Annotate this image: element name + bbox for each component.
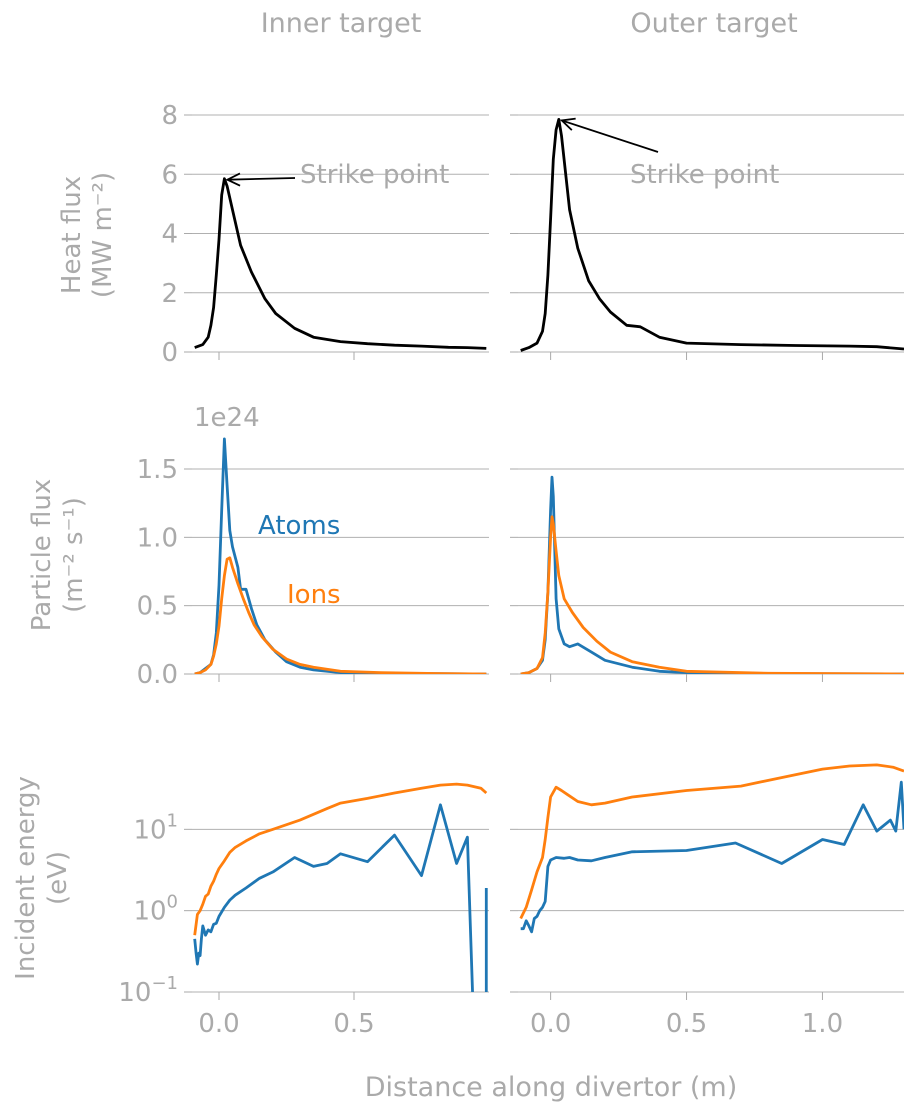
ytick-label: 0	[161, 338, 178, 368]
series-line-heat	[520, 118, 904, 352]
ytick-label: 2	[161, 279, 178, 309]
series-label-atoms: Atoms	[258, 511, 340, 541]
ytick-label: 100	[133, 892, 178, 927]
x-axis-label: Distance along divertor (m)	[365, 1072, 738, 1103]
series-line-atoms	[193, 803, 474, 992]
annotation-label: Strike point	[300, 160, 449, 190]
panel-outer-heat: Strike point	[510, 114, 904, 360]
panel-inner-particle: 0.0 0.5 1.0 1.5 Atoms Ions	[137, 437, 489, 690]
row-label-energy-line1: Incident energy	[11, 776, 41, 980]
panel-inner-heat: 0 2 4 6 8 Strike point	[161, 101, 489, 368]
ytick-label: 0.5	[137, 592, 178, 622]
row-label-energy-line2: (eV)	[43, 851, 73, 905]
series-label-ions: Ions	[287, 580, 341, 610]
xtick-label: 0.0	[198, 1009, 239, 1039]
annotation-label: Strike point	[630, 160, 779, 190]
series-line-ions	[193, 782, 488, 936]
xtick-label: 0.5	[666, 1009, 707, 1039]
annotation-arrow-shaft	[561, 119, 659, 153]
row-label-heat-line1: Heat flux	[57, 176, 87, 294]
ytick-label: 6	[161, 160, 178, 190]
panel-inner-energy: 10−1 100 101 0.0 0.5	[118, 782, 489, 1039]
series-line-atoms	[194, 437, 487, 674]
ytick-label: 101	[133, 810, 178, 845]
ytick-label: 8	[161, 101, 178, 131]
row-label-heat-line2: (MW m⁻²)	[88, 172, 118, 298]
xtick-label: 1.0	[802, 1009, 843, 1039]
panels: 0 2 4 6 8 Strike point Strike point 0.0 0.5 1.0 1.…	[118, 101, 904, 1039]
particle-offset-label: 1e24	[194, 403, 260, 433]
series-line-atoms	[520, 780, 904, 934]
series-line-heat	[194, 177, 487, 350]
xtick-label: 0.0	[530, 1009, 571, 1039]
ytick-label: 1.5	[137, 455, 178, 485]
annotation-arrow-head	[559, 117, 576, 131]
panel-outer-particle	[510, 468, 904, 682]
col-title-inner: Inner target	[261, 8, 422, 39]
ytick-label: 10−1	[118, 973, 178, 1008]
panel-outer-energy: 0.0 0.5 1.0	[510, 763, 904, 1039]
ytick-label: 0.0	[137, 660, 178, 690]
col-title-outer: Outer target	[630, 8, 797, 39]
ytick-label: 4	[161, 220, 178, 250]
series-line-ions	[519, 763, 904, 920]
ytick-label: 1.0	[137, 523, 178, 553]
series-line-ions	[194, 556, 487, 674]
series-line-ions	[520, 515, 904, 674]
series-line-atoms	[520, 475, 904, 674]
annotation-arrow-head	[225, 172, 241, 187]
row-label-particle-line1: Particle flux	[27, 479, 57, 632]
xtick-label: 0.5	[333, 1009, 374, 1039]
row-label-particle-line2: (m⁻² s⁻¹)	[59, 497, 89, 613]
annotation-arrow-shaft	[227, 177, 296, 181]
